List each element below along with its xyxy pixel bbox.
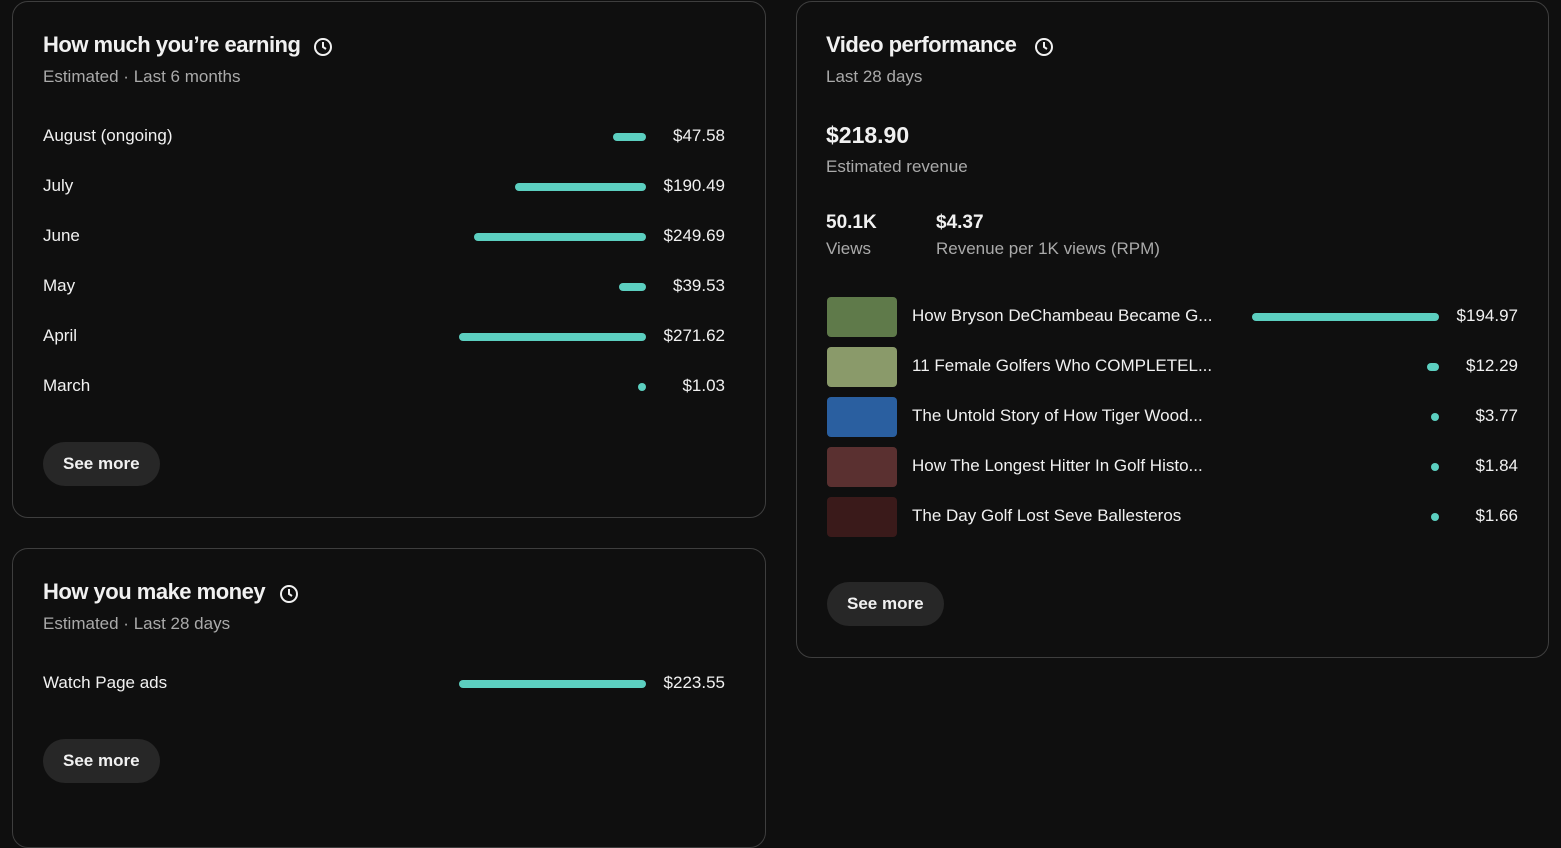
value-bar [1427, 363, 1439, 371]
row-label: How The Longest Hitter In Golf Histo... [912, 456, 1203, 475]
row-value: $1.66 [1475, 506, 1518, 525]
page: How much you’re earning Estimated · Last… [12, 1, 1549, 848]
row-value: $47.58 [673, 126, 725, 145]
earnings-card [12, 1, 766, 518]
value-bar [1431, 463, 1439, 471]
card-title: How much you’re earning [43, 32, 301, 57]
row-value: $223.55 [663, 673, 725, 692]
value-bar [1252, 313, 1439, 321]
row-label: March [43, 376, 91, 395]
row-label: The Day Golf Lost Seve Ballesteros [912, 506, 1182, 525]
value-bar [459, 333, 646, 341]
video-thumbnail [827, 297, 897, 337]
clock-icon[interactable] [313, 37, 333, 57]
row-value: $190.49 [663, 176, 725, 195]
row-value: $1.03 [682, 376, 725, 395]
row-label: How Bryson DeChambeau Became G... [912, 306, 1213, 325]
row-label: Watch Page ads [43, 673, 168, 692]
row-value: $249.69 [663, 226, 725, 245]
value-bar [1431, 413, 1439, 421]
value-bar [1431, 513, 1439, 521]
see-more-button[interactable]: See more [43, 442, 160, 486]
card-subtitle: Estimated · Last 6 months [43, 67, 241, 86]
video-thumbnail [827, 397, 897, 437]
value-bar [638, 383, 646, 391]
value-bar [514, 183, 646, 191]
row-label: 11 Female Golfers Who COMPLETEL... [912, 356, 1213, 375]
value-bar [474, 233, 646, 241]
see-more-button[interactable]: See more [43, 739, 160, 783]
stat-label: Views [826, 239, 872, 258]
value-bar [618, 283, 646, 291]
row-value: $39.53 [673, 276, 725, 295]
row-label: May [43, 276, 76, 295]
row-value: $271.62 [663, 326, 725, 345]
card-title: Video performance [826, 32, 1017, 57]
card-title: How you make money [43, 579, 266, 604]
row-label: June [43, 226, 80, 245]
value-bar [613, 133, 646, 141]
stat-value: $4.37 [936, 212, 984, 233]
row-value: $1.84 [1475, 456, 1518, 475]
row-label: April [43, 326, 78, 345]
video-thumbnail [827, 447, 897, 487]
see-more-button[interactable]: See more [827, 582, 944, 626]
card-subtitle: Estimated · Last 28 days [43, 614, 231, 633]
clock-icon[interactable] [1034, 37, 1054, 57]
row-label: The Untold Story of How Tiger Wood... [912, 406, 1203, 425]
stat-value: 50.1K [826, 212, 877, 233]
video-thumbnail [827, 347, 897, 387]
stat-label: Revenue per 1K views (RPM) [936, 239, 1160, 258]
card-subtitle: Last 28 days [826, 67, 923, 86]
row-value: $3.77 [1475, 406, 1518, 425]
row-value: $12.29 [1466, 356, 1518, 375]
clock-icon[interactable] [279, 584, 299, 604]
revenue-value: $218.90 [826, 122, 910, 148]
row-label: July [43, 176, 74, 195]
revenue-label: Estimated revenue [826, 157, 968, 176]
row-value: $194.97 [1456, 306, 1518, 325]
value-bar [459, 680, 646, 688]
video-card [796, 1, 1549, 658]
row-label: August (ongoing) [43, 126, 173, 145]
video-thumbnail [827, 497, 897, 537]
